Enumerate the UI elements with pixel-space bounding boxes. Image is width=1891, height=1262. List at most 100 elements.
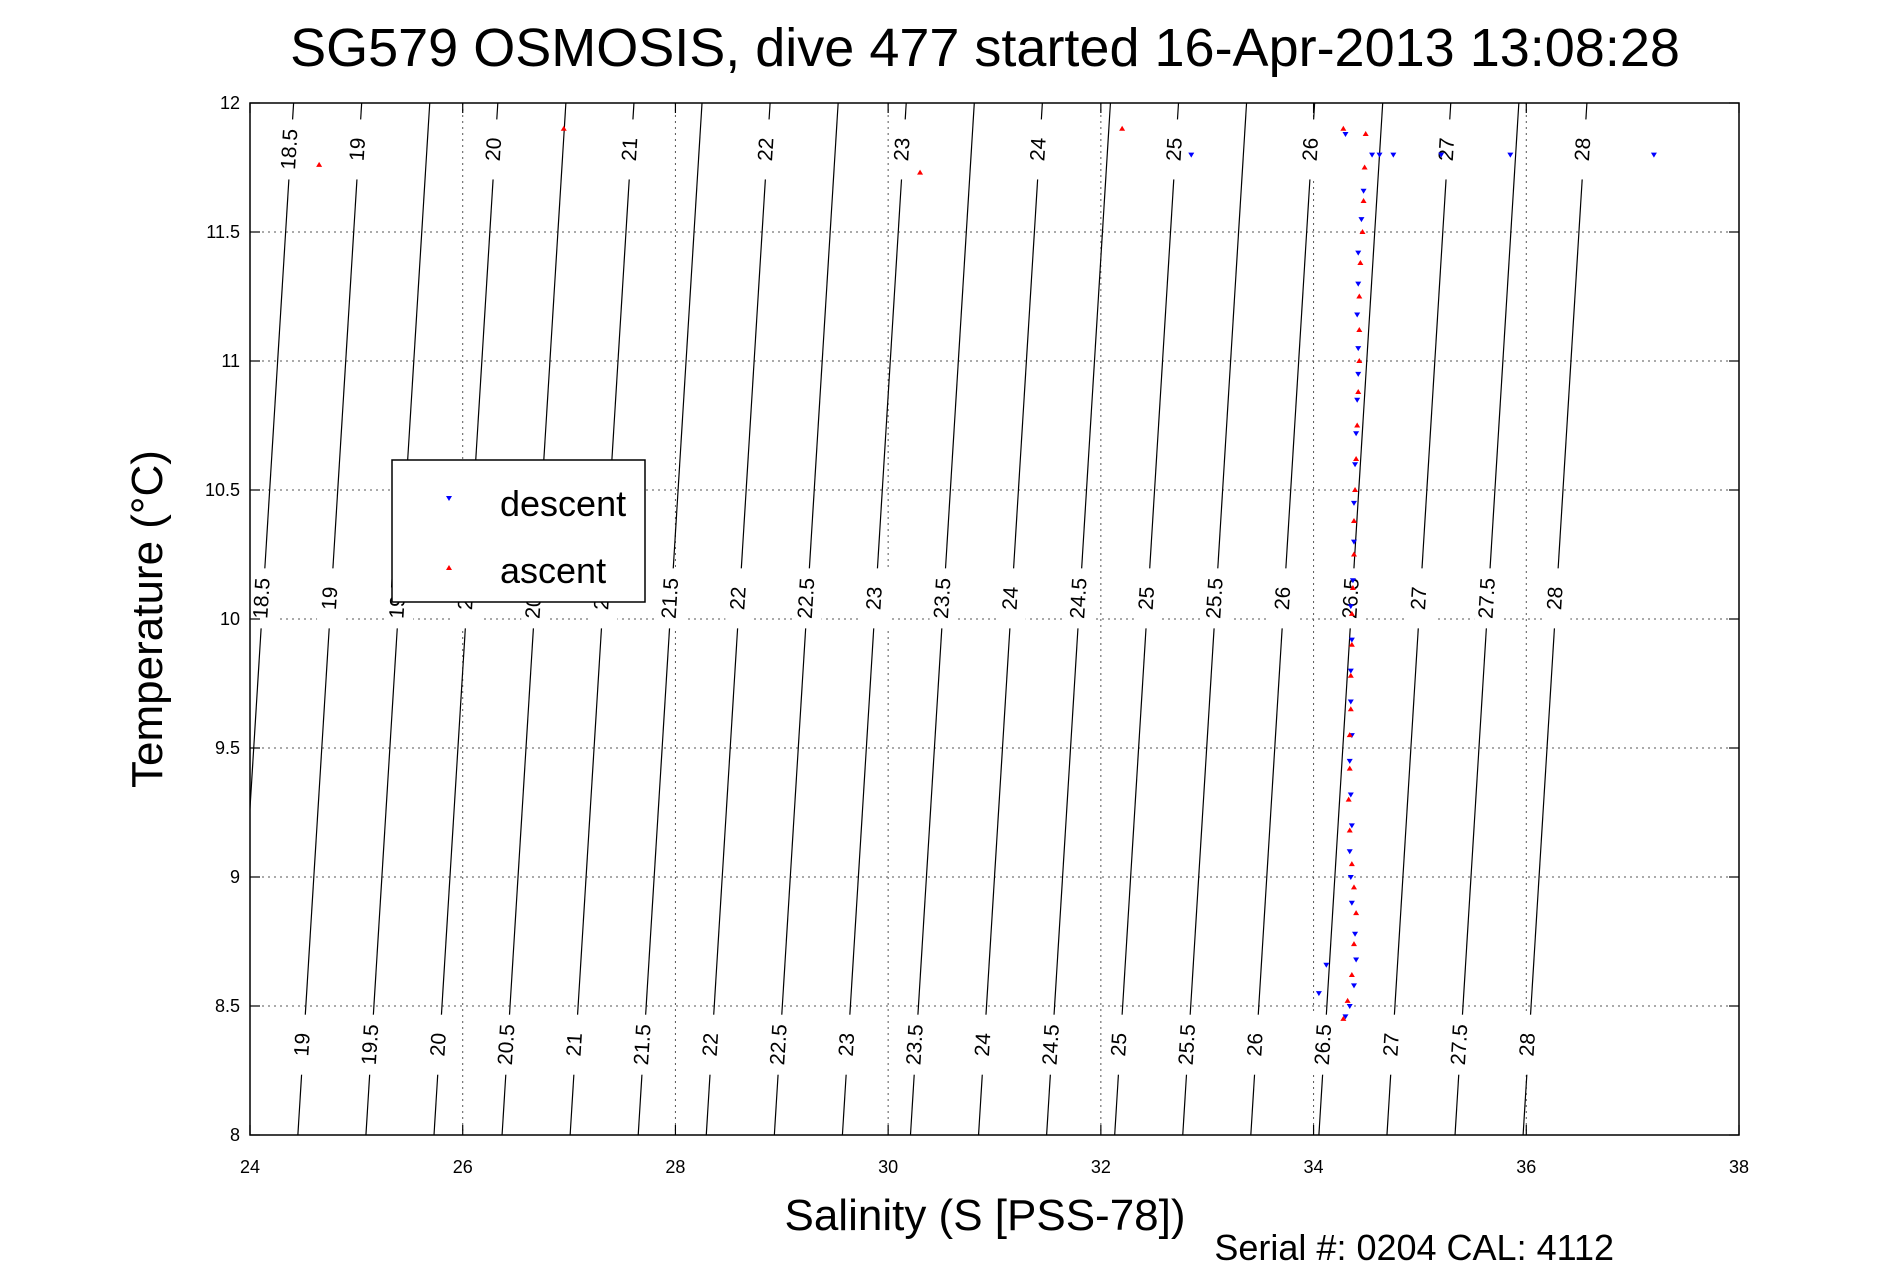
descent-point	[1650, 152, 1657, 158]
axis-ticks: 24 26 28 30 32 34 36 38 8 8.5 9 9.5 10 10.5 11 11.5 12	[205, 93, 1749, 1177]
descent-point	[1353, 431, 1360, 437]
contour-label-bg	[1161, 119, 1190, 180]
contour-label-bg	[357, 1014, 386, 1075]
contour-label-bg	[1474, 568, 1503, 629]
ascent-point	[1356, 358, 1363, 363]
descent-point	[1352, 462, 1359, 468]
contour-label-bg	[1242, 1014, 1271, 1075]
plot-area: 18.518.519191919.519.520202020.520.52121…	[205, 93, 1749, 1177]
contour-label-bg	[697, 1014, 726, 1075]
density-contour-label: 26.5	[1311, 1024, 1336, 1066]
ascent-point	[316, 161, 323, 167]
contour-label-bg	[1406, 568, 1435, 629]
contour-label-bg	[970, 1014, 999, 1075]
contour-label-bg	[765, 1014, 794, 1075]
density-contour-label: 19	[290, 1032, 314, 1057]
density-contour-label: 27	[1435, 137, 1459, 162]
density-contour-label: 21.5	[658, 577, 683, 619]
ascent-point	[1344, 997, 1351, 1003]
descent-point	[1348, 823, 1355, 829]
ascent-point	[1348, 641, 1355, 647]
contour-label-bg	[276, 119, 305, 180]
ascent-point	[1350, 884, 1357, 890]
contour-label-bg	[833, 1014, 862, 1075]
density-contour-label: 21	[618, 137, 642, 162]
descent-point	[1438, 152, 1445, 158]
density-contour-label: 19.5	[358, 1024, 383, 1066]
contour-label-bg	[889, 119, 918, 180]
ascent-point	[1352, 487, 1359, 492]
descent-point	[1342, 1014, 1349, 1020]
contour-label-bg	[480, 119, 509, 180]
descent-point	[1355, 250, 1362, 256]
density-contour-label: 21	[563, 1032, 587, 1057]
contour-label-bg	[317, 568, 346, 629]
ascent-point	[1350, 941, 1357, 947]
density-contour-labels: 18.518.519191919.519.520202020.520.52121…	[249, 119, 1599, 1075]
density-contour-label: 18.5	[277, 128, 302, 170]
ascent-point	[1348, 861, 1355, 867]
density-contour-label: 26	[1243, 1032, 1267, 1057]
density-contour-label: 20.5	[494, 1024, 519, 1066]
contour-label-bg	[1038, 1014, 1067, 1075]
contour-label-bg	[793, 568, 822, 629]
descent-point	[1347, 699, 1354, 705]
descent-point	[1360, 188, 1367, 194]
contour-label-bg	[629, 1014, 658, 1075]
contour-label-bg	[902, 1014, 931, 1075]
contour-label-bg	[861, 568, 890, 629]
density-contour-label: 22	[699, 1032, 723, 1057]
contour-label-bg	[1025, 119, 1054, 180]
contour-label-bg	[561, 1014, 590, 1075]
ascent-point	[917, 169, 924, 175]
contour-label-bg	[250, 568, 277, 629]
data-series	[316, 125, 1657, 1021]
contour-label-bg	[725, 568, 754, 629]
density-contour-label: 23	[890, 137, 914, 162]
density-contour-label: 28	[1571, 137, 1595, 162]
x-axis-title: Salinity (S [PSS-78])	[784, 1191, 1185, 1240]
y-tick-label: 12	[220, 93, 240, 113]
ascent-point	[1360, 198, 1367, 204]
ascent-point	[1359, 229, 1366, 234]
descent-point	[1347, 792, 1354, 798]
density-contour-label: 22.5	[766, 1024, 791, 1066]
density-contour-label: 23.5	[930, 577, 955, 619]
contour-label-bg	[1106, 1014, 1135, 1075]
density-contour-label: 24	[971, 1032, 995, 1057]
contour-label-bg	[344, 119, 373, 180]
y-tick-label: 11	[221, 351, 240, 371]
legend-ascent-marker	[446, 565, 452, 570]
descent-point	[1347, 604, 1354, 610]
ascent-point	[1362, 130, 1369, 136]
ascent-point	[1357, 259, 1364, 265]
density-contour-label: 23.5	[902, 1024, 927, 1066]
contour-label-bg	[1433, 119, 1462, 180]
ascent-point	[1340, 125, 1347, 131]
descent-point	[1355, 346, 1362, 352]
descent-point	[1349, 578, 1356, 584]
x-tick-label: 28	[665, 1157, 685, 1177]
descent-point	[1315, 991, 1322, 997]
density-contour-label: 23	[862, 586, 886, 611]
density-contour-label: 18.5	[249, 577, 274, 619]
contour-label-bg	[1297, 119, 1326, 180]
ascent-point	[1340, 1015, 1347, 1021]
ascent-point	[1356, 293, 1363, 299]
ascent-point	[1356, 327, 1363, 333]
density-contour-label: 20	[426, 1032, 450, 1057]
density-contour-label: 22.5	[794, 577, 819, 619]
ascent-point	[1346, 732, 1353, 738]
descent-point	[1355, 371, 1362, 377]
legend: descent ascent	[391, 459, 646, 603]
contour-label-bg	[493, 1014, 522, 1075]
x-tick-label: 38	[1729, 1157, 1749, 1177]
x-tick-label: 34	[1304, 1157, 1324, 1177]
contour-label-bg	[1201, 568, 1230, 629]
descent-point	[1350, 983, 1357, 989]
density-contour-label: 28	[1516, 1032, 1540, 1057]
descent-point	[1348, 900, 1355, 906]
density-contour-label: 20	[482, 137, 506, 162]
contour-label-bg	[753, 119, 782, 180]
ascent-point	[1348, 610, 1355, 616]
